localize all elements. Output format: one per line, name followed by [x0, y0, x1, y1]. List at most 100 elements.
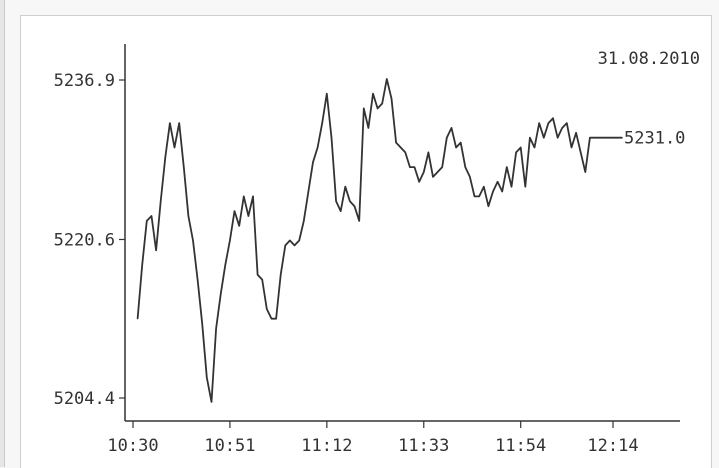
data-point	[169, 122, 171, 124]
data-point	[284, 244, 286, 246]
data-point	[589, 137, 591, 139]
data-point	[358, 220, 360, 222]
data-point	[206, 376, 208, 379]
data-point	[432, 176, 434, 178]
data-point	[427, 151, 429, 153]
data-point	[455, 146, 457, 149]
data-point	[506, 166, 508, 168]
data-point	[321, 122, 323, 124]
data-point	[201, 323, 203, 325]
data-point	[460, 142, 462, 144]
data-point	[197, 279, 199, 281]
data-point	[289, 239, 291, 242]
chart-panel	[20, 15, 712, 468]
data-point	[423, 171, 425, 173]
data-point	[220, 293, 222, 295]
data-point	[570, 146, 573, 149]
x-tick-label: 11:54	[495, 436, 546, 456]
data-point	[515, 151, 517, 153]
data-point	[381, 102, 383, 105]
data-point	[164, 156, 166, 158]
data-point	[621, 137, 623, 139]
y-tick-label: 5236.9	[54, 71, 115, 91]
data-point	[261, 279, 263, 281]
x-tick-label: 11:33	[398, 436, 449, 456]
data-point	[340, 210, 342, 212]
data-point	[187, 215, 189, 217]
window-left-edge	[0, 0, 5, 467]
data-point	[552, 117, 554, 119]
data-point	[409, 166, 411, 168]
data-point	[404, 151, 406, 153]
x-tick-label: 11:12	[301, 436, 352, 456]
data-point	[280, 274, 282, 276]
data-point	[141, 264, 143, 266]
data-point	[603, 137, 605, 139]
data-point	[270, 318, 273, 320]
data-point	[150, 215, 153, 217]
data-point	[146, 220, 148, 222]
data-point	[178, 122, 180, 124]
data-point	[617, 137, 619, 139]
data-point	[437, 171, 439, 173]
data-point	[229, 239, 231, 242]
y-tick-label: 5204.4	[54, 389, 115, 409]
data-point	[252, 195, 254, 197]
data-point	[450, 127, 453, 129]
data-point	[155, 249, 157, 251]
data-point	[390, 98, 393, 100]
data-point	[243, 195, 245, 197]
data-point	[441, 166, 443, 168]
data-point	[372, 93, 374, 95]
data-point	[160, 200, 162, 202]
data-point	[363, 107, 365, 109]
data-point	[566, 122, 568, 124]
data-point	[326, 93, 328, 95]
data-point	[238, 225, 240, 227]
data-point	[353, 205, 356, 207]
data-point	[233, 210, 236, 212]
data-point	[524, 186, 526, 188]
data-point	[183, 166, 185, 168]
data-point	[538, 122, 540, 124]
axis-ticks: 5236.9 5220.6 5204.4 10:30 10:51 11:12 11:33 11…	[54, 71, 639, 456]
data-point	[303, 220, 305, 222]
data-point	[317, 146, 319, 149]
data-point	[483, 186, 485, 188]
x-tick-label: 10:51	[204, 436, 255, 456]
data-point	[520, 146, 522, 149]
data-point	[469, 176, 471, 178]
data-point	[575, 132, 577, 134]
data-point	[584, 171, 586, 173]
data-point	[312, 161, 314, 163]
data-point	[533, 146, 536, 149]
data-point	[413, 166, 416, 168]
plot-area	[136, 78, 623, 403]
y-tick-label: 5220.6	[54, 230, 115, 250]
data-point	[492, 190, 494, 193]
data-point	[547, 122, 550, 124]
data-point	[173, 146, 176, 149]
data-point	[344, 186, 346, 188]
data-point	[247, 215, 249, 217]
data-point	[192, 239, 194, 242]
data-point	[487, 205, 489, 207]
data-point	[418, 181, 420, 183]
data-point	[349, 200, 351, 202]
data-point	[210, 401, 213, 403]
data-point	[510, 186, 513, 188]
data-point	[446, 137, 448, 139]
data-point	[464, 166, 466, 168]
data-point	[367, 127, 369, 129]
data-point	[386, 78, 388, 80]
x-tick-label: 12:14	[587, 436, 638, 456]
last-value-label: 5231.0	[624, 129, 685, 149]
data-point	[293, 244, 296, 246]
x-tick-label: 10:30	[107, 436, 158, 456]
data-point	[298, 239, 300, 242]
data-point	[473, 195, 476, 197]
data-point	[335, 200, 337, 202]
data-point	[612, 137, 614, 139]
